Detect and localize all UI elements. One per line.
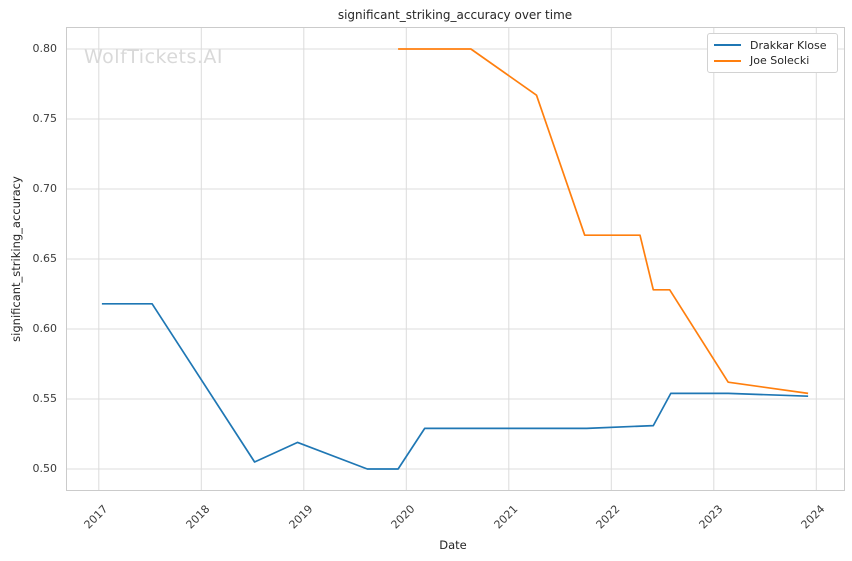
legend-item-drakkar-klose[interactable]: Drakkar Klose — [714, 39, 833, 52]
legend-label: Drakkar Klose — [750, 38, 827, 52]
y-tick-label: 0.50 — [32, 462, 58, 475]
series-line-0 — [101, 302, 809, 470]
x-tick-label: 2022 — [593, 502, 623, 532]
series-line-1 — [398, 48, 809, 395]
plot-canvas — [67, 28, 844, 490]
y-tick-label: 0.65 — [32, 252, 58, 265]
y-tick-label: 0.55 — [32, 392, 58, 405]
plot-area — [66, 27, 845, 491]
x-tick-label: 2021 — [491, 502, 521, 532]
watermark-text: WolfTickets.AI — [84, 46, 224, 68]
y-tick-label: 0.75 — [32, 112, 58, 125]
x-tick-label: 2024 — [798, 502, 828, 532]
y-tick-label: 0.60 — [32, 322, 58, 335]
legend-line-swatch-blue — [714, 44, 741, 47]
x-tick-label: 2023 — [696, 502, 726, 532]
x-axis-label: Date — [439, 538, 467, 552]
y-tick-label: 0.70 — [32, 182, 58, 195]
chart-title: significant_striking_accuracy over time — [337, 8, 573, 22]
x-tick-label: 2019 — [286, 502, 316, 532]
legend-item-joe-solecki[interactable]: Joe Solecki — [714, 54, 833, 67]
x-tick-label: 2018 — [183, 502, 213, 532]
y-tick-label: 0.80 — [32, 42, 58, 55]
x-tick-label: 2017 — [81, 502, 111, 532]
y-axis-label: significant_striking_accuracy — [9, 176, 23, 342]
legend-label: Joe Solecki — [750, 54, 810, 68]
legend-line-swatch-orange — [714, 59, 741, 62]
legend: Drakkar Klose Joe Solecki — [707, 33, 838, 73]
x-tick-label: 2020 — [388, 502, 418, 532]
